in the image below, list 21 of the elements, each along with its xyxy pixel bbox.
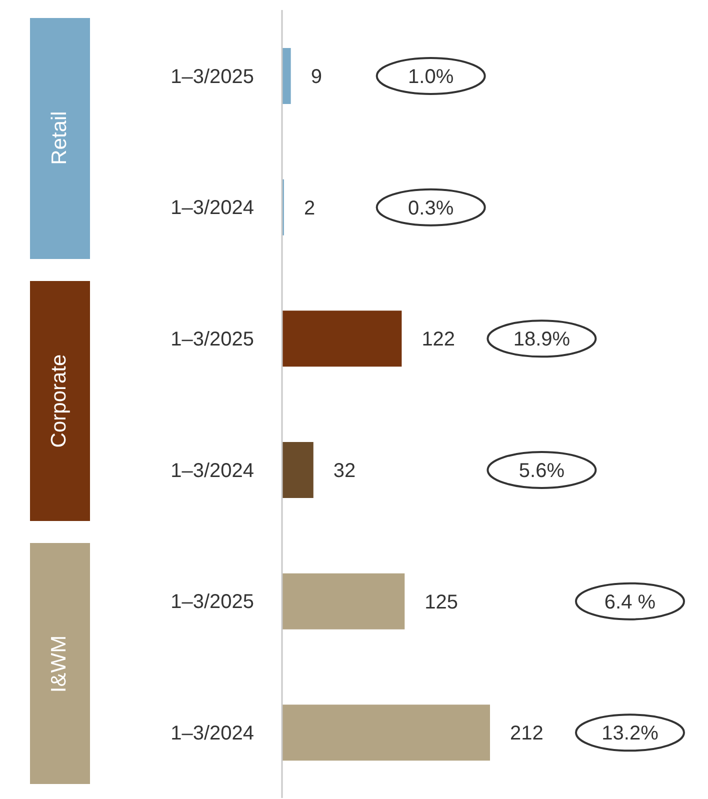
text: Corporate	[48, 354, 72, 448]
text: 13.2%	[602, 722, 659, 745]
y-tick-label: 1–3/2024	[170, 460, 254, 482]
data-label: 9	[310, 66, 322, 88]
annotation: 0.3%	[408, 197, 454, 220]
data-label: 122	[422, 328, 456, 351]
text: 5.6%	[518, 460, 565, 482]
y-tick-label: 1–3/2024	[170, 722, 254, 744]
data-label: 2	[304, 197, 316, 220]
y-tick-label: 1–3/2025	[170, 66, 254, 88]
text: I&WM	[48, 635, 72, 692]
data-label: 125	[424, 591, 458, 614]
data-label: 212	[510, 722, 544, 745]
data-label: 32	[333, 460, 356, 482]
y-tick-label: 1–3/2025	[170, 591, 254, 614]
y-tick-label: 1–3/2025	[170, 328, 254, 350]
text: Retail	[48, 111, 72, 166]
text: 6.4 %	[604, 591, 656, 614]
annotation: 1.0%	[408, 66, 454, 88]
text: 18.9%	[513, 328, 570, 351]
y-tick-label: 1–3/2024	[170, 197, 254, 220]
